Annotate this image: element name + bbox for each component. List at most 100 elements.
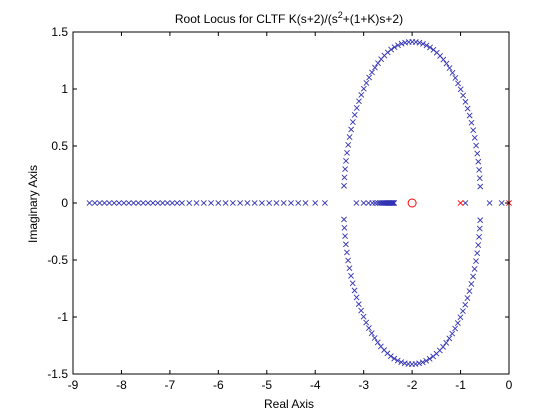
locus-point bbox=[378, 56, 385, 63]
marker-stroke bbox=[466, 112, 473, 119]
y-tick-label: 1.5 bbox=[51, 25, 68, 39]
marker-stroke bbox=[215, 200, 222, 206]
locus-point bbox=[266, 200, 273, 206]
marker-stroke bbox=[360, 200, 367, 206]
marker-stroke bbox=[244, 200, 251, 206]
locus-point bbox=[477, 217, 484, 224]
x-tick-label: -9 bbox=[68, 378, 79, 392]
locus-point bbox=[476, 166, 483, 173]
marker-stroke bbox=[266, 200, 273, 206]
locus-point bbox=[229, 200, 236, 206]
x-tick-label: -5 bbox=[261, 378, 272, 392]
marker-stroke bbox=[455, 80, 461, 87]
y-tick-label: -1.5 bbox=[47, 367, 68, 381]
locus-point bbox=[457, 86, 464, 93]
locus-point bbox=[135, 200, 142, 206]
marker-stroke bbox=[476, 225, 483, 232]
locus-point bbox=[449, 69, 456, 76]
locus-point bbox=[459, 308, 466, 315]
locus-point bbox=[462, 200, 469, 206]
locus-point bbox=[416, 360, 423, 367]
locus-point bbox=[387, 353, 394, 360]
marker-stroke bbox=[474, 150, 481, 157]
marker-stroke bbox=[353, 200, 360, 206]
marker-stroke bbox=[443, 60, 450, 67]
marker-stroke bbox=[96, 200, 103, 206]
marker-stroke bbox=[353, 105, 360, 111]
locus-point bbox=[159, 200, 166, 206]
marker-stroke bbox=[111, 200, 118, 206]
marker-stroke bbox=[402, 39, 409, 46]
marker-stroke bbox=[416, 360, 423, 367]
marker-stroke bbox=[321, 200, 328, 206]
y-tick-label: 1 bbox=[61, 82, 68, 96]
locus-point bbox=[208, 200, 214, 206]
marker-stroke bbox=[259, 200, 265, 206]
marker-stroke bbox=[474, 250, 481, 257]
locus-point bbox=[475, 242, 482, 249]
locus-point bbox=[395, 42, 401, 49]
locus-point bbox=[111, 200, 118, 206]
marker-stroke bbox=[449, 69, 456, 76]
marker-stroke bbox=[446, 65, 453, 71]
locus-point bbox=[427, 44, 433, 51]
marker-stroke bbox=[302, 200, 309, 206]
locus-point bbox=[446, 65, 453, 71]
locus-point bbox=[391, 355, 398, 362]
marker-stroke bbox=[193, 200, 200, 206]
marker-stroke bbox=[471, 134, 478, 141]
marker-stroke bbox=[343, 157, 349, 164]
marker-stroke bbox=[154, 200, 161, 206]
marker-stroke bbox=[470, 273, 476, 280]
locus-point bbox=[101, 200, 108, 206]
marker-stroke bbox=[420, 40, 426, 47]
marker-stroke bbox=[372, 200, 379, 206]
locus-point bbox=[150, 200, 156, 206]
marker-stroke bbox=[433, 49, 440, 56]
marker-stroke bbox=[462, 301, 469, 308]
marker-stroke bbox=[475, 242, 482, 249]
marker-stroke bbox=[486, 200, 493, 206]
locus-point bbox=[179, 200, 185, 206]
marker-stroke bbox=[106, 200, 113, 206]
locus-point bbox=[174, 200, 181, 206]
locus-point bbox=[443, 60, 450, 67]
chart-title-prefix: Root Locus for CLTF K(s+2)/(s bbox=[175, 12, 338, 26]
locus-point bbox=[473, 258, 479, 265]
marker-stroke bbox=[372, 64, 378, 71]
marker-stroke bbox=[427, 44, 433, 51]
locus-point bbox=[358, 307, 365, 314]
marker-stroke bbox=[356, 98, 362, 105]
locus-point bbox=[343, 249, 350, 256]
marker-stroke bbox=[120, 200, 127, 206]
locus-point bbox=[391, 44, 398, 51]
marker-stroke bbox=[342, 166, 349, 173]
marker-stroke bbox=[368, 330, 375, 337]
locus-point bbox=[342, 233, 348, 240]
x-tick-label: 0 bbox=[506, 378, 513, 392]
marker-stroke bbox=[229, 200, 236, 206]
locus-point bbox=[251, 200, 258, 206]
locus-point bbox=[430, 46, 437, 53]
marker-stroke bbox=[440, 343, 446, 350]
locus-point bbox=[423, 357, 430, 364]
marker-stroke bbox=[341, 224, 348, 231]
marker-stroke bbox=[345, 141, 352, 148]
marker-stroke bbox=[473, 258, 479, 265]
marker-stroke bbox=[462, 200, 469, 206]
marker-stroke bbox=[341, 182, 347, 189]
locus-point bbox=[353, 200, 360, 206]
locus-point bbox=[486, 200, 493, 206]
locus-point bbox=[341, 216, 347, 223]
marker-stroke bbox=[460, 92, 467, 99]
marker-stroke bbox=[457, 200, 464, 206]
marker-stroke bbox=[475, 158, 482, 165]
locus-point bbox=[346, 134, 353, 141]
marker-stroke bbox=[365, 325, 372, 331]
locus-point bbox=[154, 200, 161, 206]
locus-point bbox=[443, 339, 450, 346]
marker-stroke bbox=[358, 307, 365, 314]
locus-point bbox=[375, 60, 381, 67]
locus-point bbox=[86, 200, 93, 206]
locus-point bbox=[358, 91, 365, 98]
